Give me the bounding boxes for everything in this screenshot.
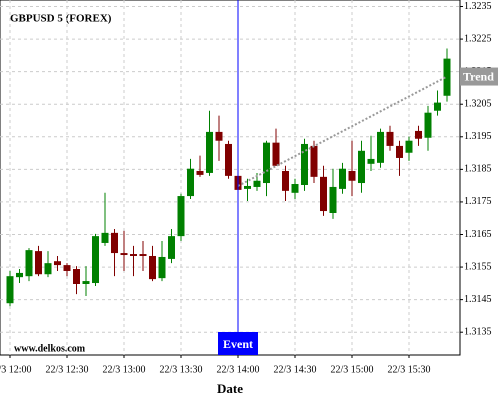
candle-body [320, 176, 327, 212]
y-tick-label: 1.3165 [464, 229, 492, 240]
x-tick-label: 22/3 14:30 [273, 364, 316, 375]
x-tick-label: 22/3 14:00 [216, 364, 259, 375]
event-label: Event [223, 337, 253, 351]
candle-body [35, 251, 42, 275]
candle-body [16, 272, 23, 278]
candle-body [225, 143, 232, 176]
candle-body [329, 186, 337, 213]
candle-body [111, 232, 118, 254]
candle-body [101, 232, 109, 243]
candle-body [139, 254, 147, 256]
candle-body [177, 196, 185, 237]
candle-body [196, 170, 204, 175]
candle-body [405, 140, 413, 153]
candle-body [358, 150, 365, 184]
y-tick-label: 1.3185 [464, 164, 492, 175]
event-label-box [218, 332, 258, 355]
candle-body [215, 131, 223, 141]
candle-body [263, 142, 270, 184]
candle-body [92, 236, 99, 284]
candle-body [386, 131, 394, 146]
candle-body [367, 158, 375, 164]
candle-body [149, 255, 156, 280]
candle-body [291, 184, 299, 193]
candle-body [253, 180, 261, 187]
candle-body [73, 269, 80, 284]
candle-body [415, 130, 422, 139]
x-tick-label: 22/3 15:30 [387, 364, 430, 375]
candle-body [272, 142, 280, 166]
candle-body [301, 143, 308, 185]
x-tick-label: 22/3 12:00 [0, 364, 32, 375]
y-tick-label: 1.3235 [464, 1, 492, 12]
y-tick-label: 1.3195 [464, 131, 492, 142]
chart-title: GBPUSD 5 (FOREX) [10, 13, 112, 25]
candle-body [443, 58, 451, 96]
candle-body [130, 254, 137, 256]
y-tick-label: 1.3155 [464, 261, 492, 272]
candle-body [158, 256, 166, 279]
candle-body [63, 265, 71, 271]
y-tick-label: 1.3205 [464, 99, 492, 110]
candle-body [244, 185, 251, 189]
trend-label-box [460, 67, 498, 86]
x-tick-label: 22/3 15:00 [330, 364, 373, 375]
candle-body [54, 261, 61, 266]
candle-body [25, 250, 33, 277]
y-tick-label: 1.3225 [464, 33, 492, 44]
candle-body [120, 253, 128, 256]
candle-body [206, 131, 213, 173]
candle-body [82, 281, 90, 284]
x-tick-label: 22/3 13:30 [159, 364, 202, 375]
x-tick-label: 22/3 12:30 [45, 364, 88, 375]
candle-body [348, 170, 356, 181]
candle-body [377, 131, 384, 163]
x-tick-label: 22/3 13:00 [102, 364, 145, 375]
y-tick-label: 1.3175 [464, 196, 492, 207]
x-axis-title: Date [217, 381, 243, 396]
candle-body [434, 102, 441, 111]
plot-frame [0, 0, 461, 356]
trend-line [237, 75, 448, 187]
candle-body [168, 236, 175, 259]
trend-label: Trend [463, 69, 494, 83]
y-tick-label: 1.3145 [464, 294, 492, 305]
candle-body [424, 112, 432, 138]
candle-body [187, 168, 194, 197]
candle-body [339, 168, 346, 189]
candle-body [282, 170, 289, 191]
candle-body [396, 145, 403, 158]
candle-body [6, 276, 14, 304]
candle-body [44, 263, 52, 275]
candle-body [310, 145, 318, 177]
y-tick-label: 1.3135 [464, 326, 492, 337]
watermark: www.delkos.com [14, 343, 86, 354]
